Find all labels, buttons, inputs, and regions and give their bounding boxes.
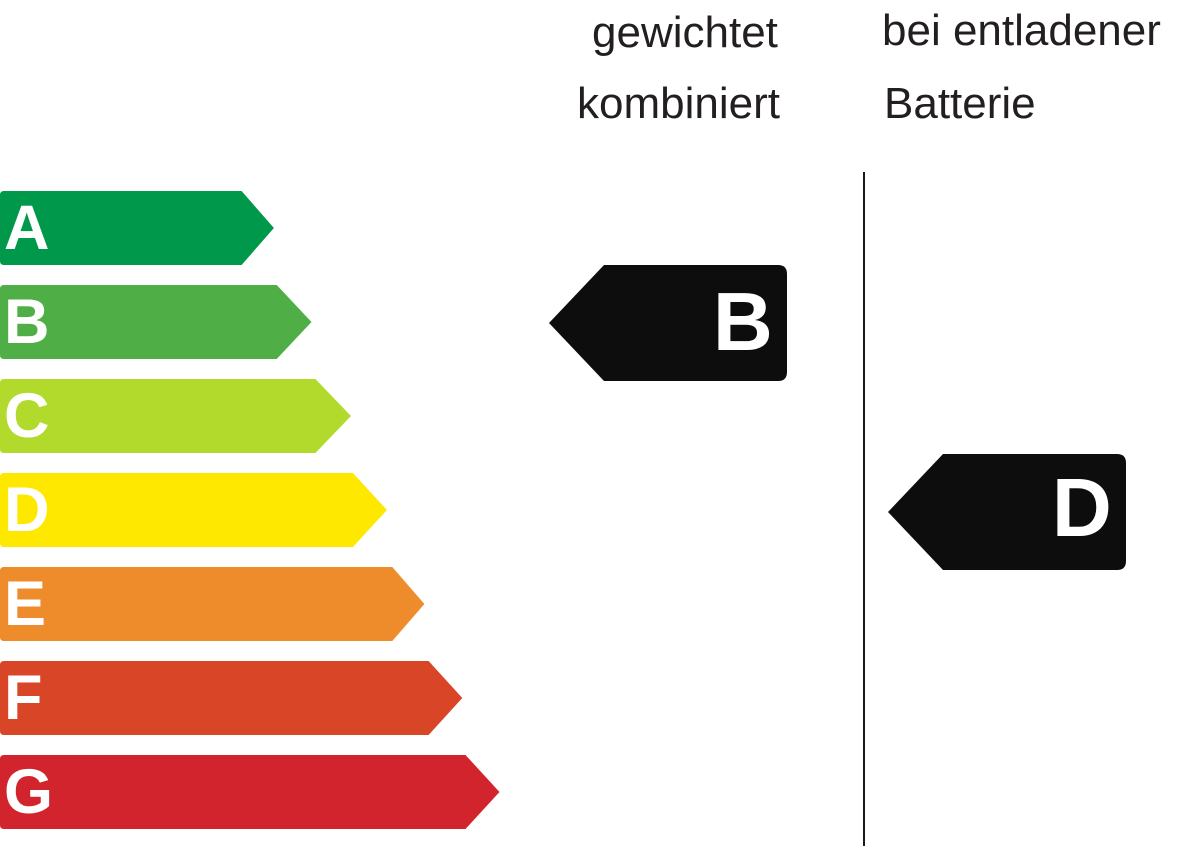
svg-text:B: B (4, 287, 50, 357)
svg-text:D: D (4, 475, 50, 545)
svg-text:F: F (4, 663, 42, 733)
svg-text:G: G (4, 757, 53, 827)
svg-text:B: B (713, 275, 773, 368)
svg-text:E: E (4, 569, 46, 639)
svg-text:D: D (1052, 461, 1112, 554)
svg-text:C: C (4, 381, 50, 451)
svg-text:A: A (4, 193, 50, 263)
